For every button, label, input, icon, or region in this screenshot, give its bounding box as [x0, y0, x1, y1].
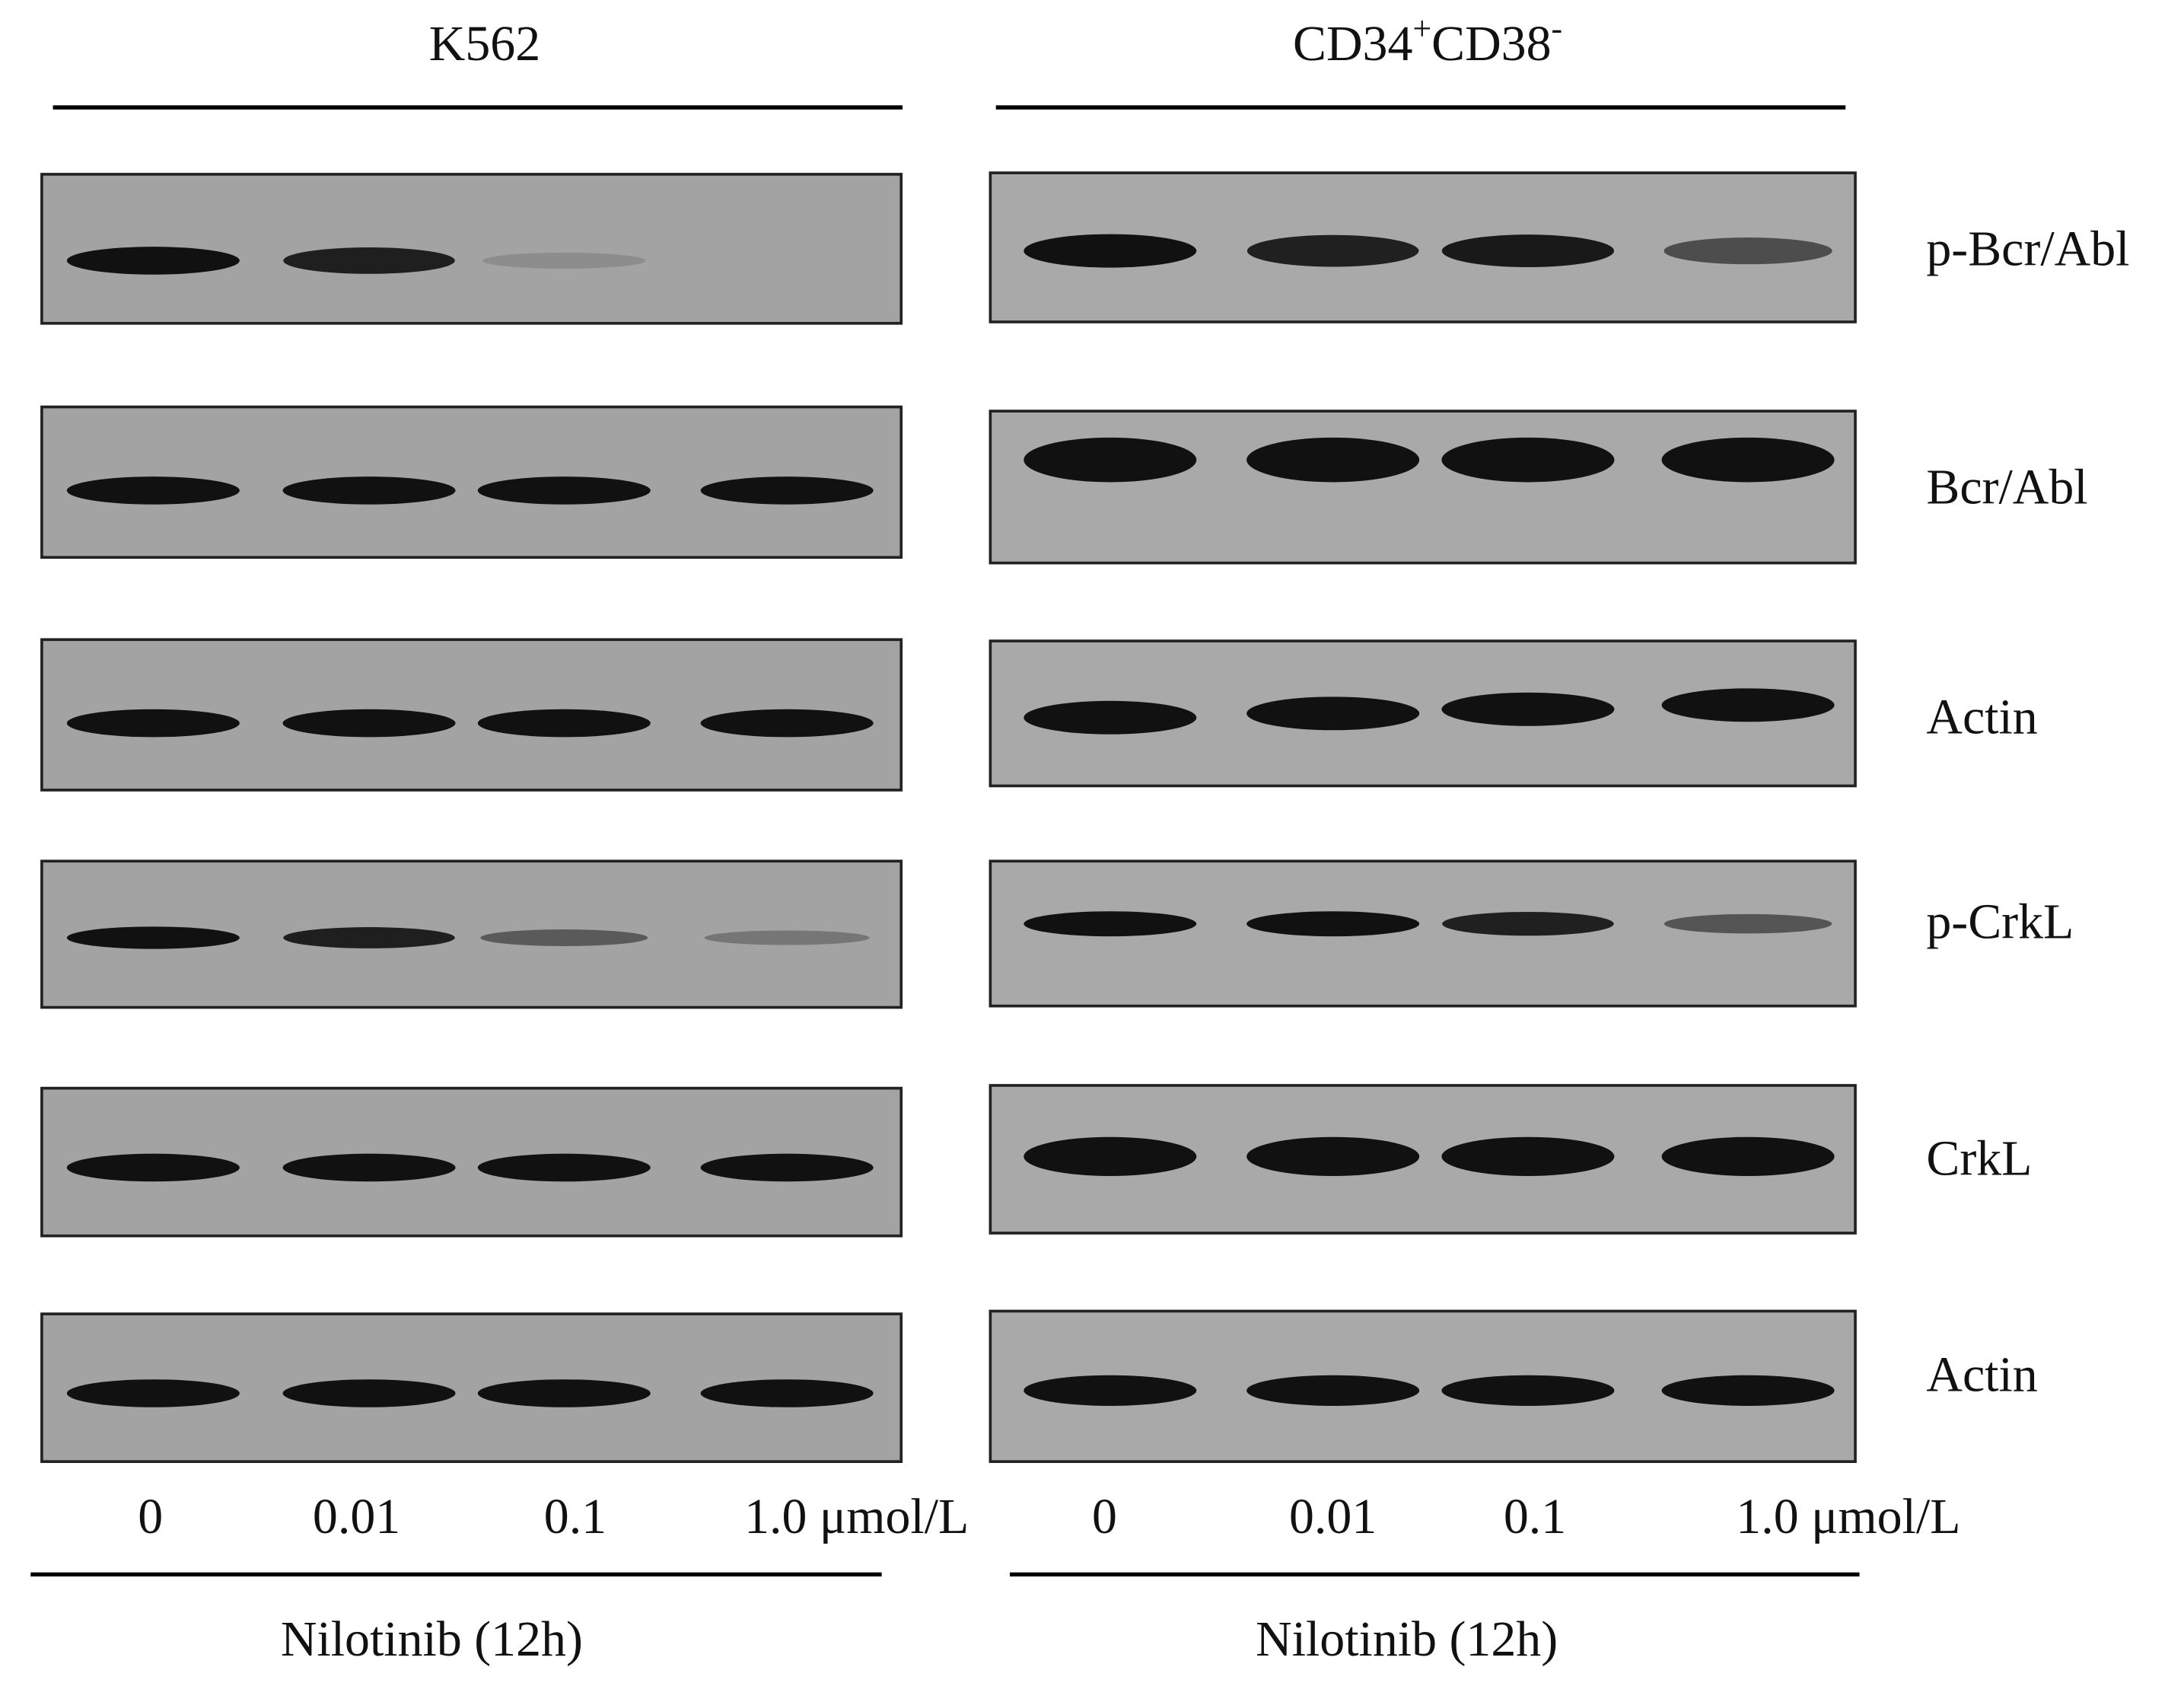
blot-band: [700, 709, 874, 738]
panel-title-text: CD34: [1293, 16, 1412, 72]
panel-title-text: CD38: [1431, 16, 1551, 72]
blot-band: [1024, 437, 1197, 483]
blot-band: [1661, 1136, 1835, 1176]
protein-label: Bcr/Abl: [1926, 459, 2087, 515]
blot-band: [1661, 437, 1835, 483]
blot-band: [1246, 1136, 1420, 1176]
blot-band: [1024, 1136, 1197, 1176]
superscript: +: [1412, 10, 1431, 47]
superscript: -: [1552, 10, 1563, 47]
blot-band: [282, 1153, 456, 1182]
protein-label: CrkL: [1926, 1131, 2032, 1187]
blot-band: [66, 926, 240, 949]
panel-title: CD34+CD38-: [1293, 10, 1562, 72]
panel-title-text: K562: [429, 16, 540, 72]
dose-label: 0.1: [544, 1489, 606, 1544]
protein-label: Actin: [1926, 689, 2037, 744]
blot-strip: [989, 410, 1857, 565]
blot-band: [1024, 1375, 1197, 1406]
blot-band: [66, 1379, 240, 1407]
blot-band: [1024, 700, 1197, 735]
dose-label: 1.0 μmol/L: [744, 1489, 969, 1544]
blot-band: [704, 930, 870, 945]
blot-band: [1661, 1375, 1835, 1406]
blot-band: [66, 709, 240, 738]
blot-band: [477, 1379, 651, 1407]
blot-band: [700, 1379, 874, 1407]
protein-label: Actin: [1926, 1347, 2037, 1402]
blot-band: [1441, 234, 1615, 268]
protein-label: p-CrkL: [1926, 894, 2074, 949]
blot-band: [283, 927, 455, 948]
blot-band: [1442, 912, 1614, 936]
treatment-label: Nilotinib (12h): [1256, 1611, 1558, 1667]
blot-band: [477, 1153, 651, 1182]
blot-band: [282, 476, 456, 505]
protein-label: p-Bcr/Abl: [1926, 221, 2129, 276]
blot-band: [66, 1153, 240, 1182]
blot-band: [1246, 1375, 1420, 1406]
blot-band: [1246, 696, 1420, 731]
blot-band: [1441, 437, 1615, 483]
blot-band: [1246, 437, 1420, 483]
blot-band: [1441, 692, 1615, 726]
blot-band: [482, 252, 646, 269]
blot-band: [66, 476, 240, 505]
blot-band: [66, 247, 240, 275]
blot-band: [1246, 234, 1419, 267]
blot-band: [283, 247, 455, 274]
blot-band: [282, 1379, 456, 1407]
blot-band: [1441, 1136, 1615, 1176]
dose-label: 0.1: [1504, 1489, 1566, 1544]
panel-title: K562: [429, 16, 540, 72]
dose-label: 0: [1092, 1489, 1117, 1544]
blot-band: [1663, 913, 1832, 934]
blot-band: [282, 709, 456, 738]
blot-band: [1246, 911, 1420, 937]
treatment-label: Nilotinib (12h): [281, 1611, 583, 1667]
blot-band: [477, 476, 651, 505]
blot-band: [1441, 1375, 1615, 1406]
blot-band: [1663, 237, 1832, 265]
blot-band: [480, 929, 648, 946]
dose-label: 0.01: [313, 1489, 400, 1544]
blot-band: [1661, 688, 1835, 722]
blot-band: [1024, 911, 1197, 937]
blot-band: [700, 476, 874, 505]
dose-label: 1.0 μmol/L: [1736, 1489, 1960, 1544]
blot-band: [1024, 234, 1197, 268]
blot-band: [477, 709, 651, 738]
blot-band: [700, 1153, 874, 1182]
dose-label: 0.01: [1289, 1489, 1377, 1544]
dose-label: 0: [138, 1489, 163, 1544]
